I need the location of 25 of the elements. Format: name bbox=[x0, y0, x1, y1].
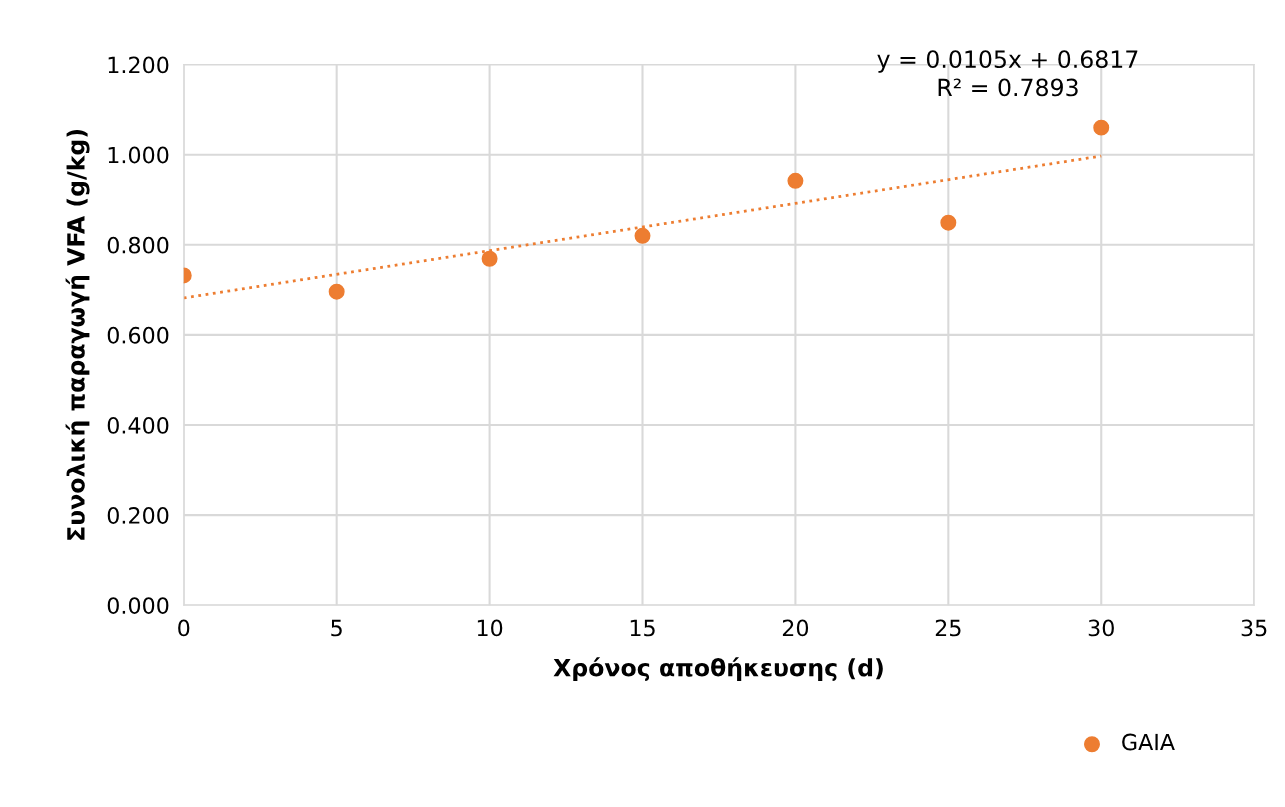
y-tick-label: 0.200 bbox=[107, 507, 169, 524]
x-tick-label: 30 bbox=[1088, 619, 1114, 637]
y-tick-label: 1.200 bbox=[108, 56, 169, 74]
point bbox=[481, 250, 498, 267]
annotation: y = 0.0105x + 0.6817 R² = 0.7893 bbox=[877, 50, 1138, 97]
point bbox=[940, 214, 957, 231]
point bbox=[787, 172, 804, 189]
x-tick-label: 20 bbox=[782, 619, 809, 637]
y-tick-label: 0.800 bbox=[107, 236, 169, 254]
y-tick-label: 0.600 bbox=[107, 326, 169, 344]
point bbox=[328, 283, 345, 300]
legend-label: GAIA bbox=[1122, 733, 1175, 751]
point bbox=[634, 227, 651, 244]
y-tick-label: 0.400 bbox=[107, 416, 169, 434]
x-tick-label: 0 bbox=[178, 619, 190, 637]
x-tick-label: 10 bbox=[477, 619, 503, 637]
x-tick-label: 5 bbox=[331, 619, 342, 637]
y-tick-label: 1.000 bbox=[108, 146, 169, 164]
x-tick-label: 15 bbox=[630, 619, 655, 637]
x-tick-label: 25 bbox=[935, 619, 961, 637]
y-axis-title: Συνολική παραγωγή VFA (g/kg) bbox=[65, 129, 90, 540]
x-tick-label: 35 bbox=[1241, 619, 1267, 637]
x-axis-title: Χρόνος αποθήκευσης (d) bbox=[553, 657, 883, 682]
point bbox=[1093, 119, 1110, 136]
y-tick-label: 0.000 bbox=[107, 597, 169, 615]
